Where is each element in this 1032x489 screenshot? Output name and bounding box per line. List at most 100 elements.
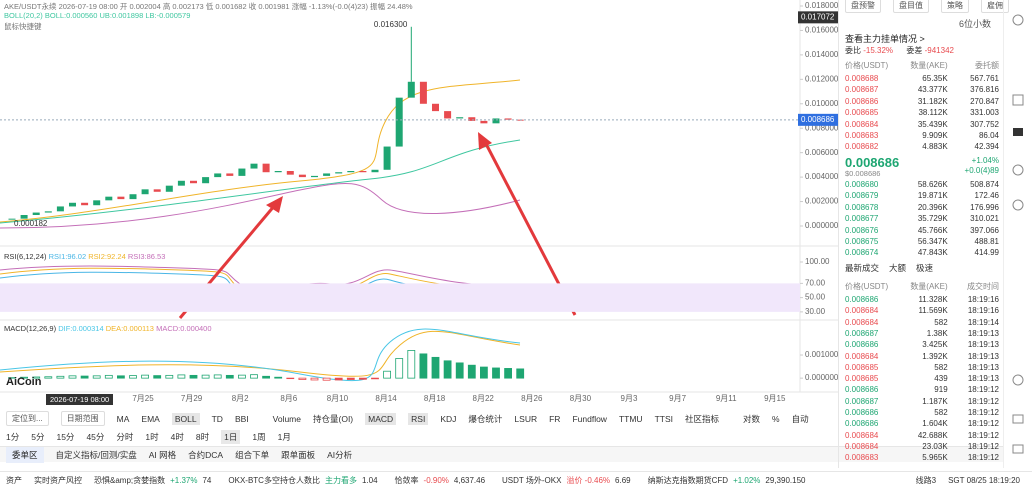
macd-bar (516, 368, 525, 379)
status-text: 4,637.46 (453, 476, 486, 485)
trade-row: 0.008684 23.03K 18:19:12 (845, 442, 999, 451)
sub-indicator[interactable]: 社区指标 (684, 413, 719, 424)
side-button[interactable]: 雇佣 (981, 0, 1009, 13)
cell: 31.182K (917, 96, 948, 106)
candle (238, 168, 246, 176)
ratio: -15.32% (863, 46, 894, 55)
indicator[interactable]: TD (211, 413, 223, 424)
trade-tab[interactable]: 极速 (916, 263, 934, 273)
icon (1012, 414, 1024, 424)
period[interactable]: 4时 (170, 432, 184, 442)
y-tick-label: 0.010000 (805, 99, 838, 108)
cell: 0.008686 (845, 340, 879, 350)
tab[interactable]: 自定义指标/回测/实盘 (55, 449, 137, 460)
status-text: 主力看多 (324, 476, 357, 485)
crosshair-date: 2026-07-19 08:00 (46, 394, 114, 405)
period[interactable]: 1月 (277, 432, 291, 442)
trade-tab[interactable]: 大额 (889, 263, 907, 273)
cell: 172.46 (974, 191, 999, 201)
sub-indicator[interactable]: RSI (408, 412, 429, 425)
assets[interactable]: 资产 (6, 476, 22, 485)
sub-indicator[interactable]: KDJ (440, 413, 457, 424)
clock: SGT 08/25 18:19:20 (948, 476, 1020, 485)
tabs: 委单区 自定义指标/回测/实盘 AI 网格 合约DCA 组合下单 跟单面板 AI分析 (0, 446, 1003, 463)
trade-tab[interactable]: 最新成交 (845, 263, 880, 273)
tab[interactable]: 跟单面板 (281, 449, 316, 460)
macd-bar (189, 374, 198, 379)
sub-indicator[interactable]: TTMU (618, 413, 643, 424)
trade-row: 0.008683 5.965K 18:19:12 (845, 453, 999, 462)
indicator[interactable]: EMA (141, 413, 160, 424)
cell: 0.008687 (845, 85, 879, 95)
indicator[interactable]: MA (116, 413, 130, 424)
status-text: OKX-BTC多空持仓人数比 (228, 476, 320, 485)
rsi-title: RSI(6,12,24) (4, 252, 47, 261)
period[interactable]: 1日 (221, 430, 241, 444)
bid-row: 0.008678 20.396K 176.996 (845, 203, 999, 212)
chart-option[interactable]: 自动 (791, 413, 809, 424)
candle (214, 173, 222, 178)
rsi1: RSI1:96.02 (48, 252, 87, 261)
sub-indicator[interactable]: Fundflow (572, 413, 607, 424)
sub-indicator[interactable]: TTSI (654, 413, 673, 424)
sub-indicator[interactable]: MACD (365, 412, 397, 425)
status-text: +1.37% (170, 476, 198, 485)
cell: 0.008682 (845, 142, 879, 152)
tab[interactable]: 组合下单 (235, 449, 270, 460)
status-text: -0.90% (423, 476, 449, 485)
tab[interactable]: 委单区 (6, 446, 44, 463)
line[interactable]: 线路3 (915, 476, 937, 485)
boll-lower (0, 182, 521, 229)
candle (456, 117, 464, 119)
decimals[interactable]: 6位小数 (959, 19, 992, 29)
cell: 567.761 (970, 74, 999, 83)
side-button[interactable]: 盘目值 (893, 0, 929, 13)
period[interactable]: 1周 (252, 432, 266, 442)
status-item: 恐惧&amp;贪婪指数 +1.37% 74 (94, 475, 216, 486)
cell: 18:19:16 (967, 306, 999, 316)
chart-option[interactable]: 对数 (743, 413, 761, 424)
date-range-button[interactable]: 日期范围 (60, 411, 105, 426)
macd-bar (129, 375, 137, 379)
trade-header: 价格(USDT) 数量(AKE) 成交时间 (845, 281, 999, 292)
candle (8, 218, 16, 220)
side-button[interactable]: 盘预警 (845, 0, 881, 13)
candle (419, 81, 427, 104)
indicator[interactable]: BBI (234, 413, 249, 424)
risk[interactable]: 实时资产风控 (34, 476, 82, 485)
macd-bar (298, 377, 307, 380)
sub-indicator[interactable]: FR (549, 413, 561, 424)
tab[interactable]: AI 网格 (148, 449, 177, 460)
locate-button[interactable]: 定位到... (6, 411, 49, 426)
cell: 270.847 (970, 96, 999, 106)
trade-row: 0.008686 1.604K 18:19:12 (845, 419, 999, 428)
period[interactable]: 分时 (116, 432, 134, 442)
sub-indicator[interactable]: 持仓量(OI) (313, 413, 354, 424)
candle (153, 189, 161, 192)
last-price: 0.008686 (845, 155, 900, 170)
sub-indicator[interactable]: LSUR (514, 413, 538, 424)
candle (93, 200, 101, 206)
depth-link[interactable]: 查看主力挂单情况 > (845, 34, 925, 44)
cell: 数量(AKE) (910, 282, 948, 291)
candle (492, 118, 500, 124)
side-button[interactable]: 策略 (941, 0, 969, 13)
period[interactable]: 45分 (86, 432, 105, 442)
sub-indicator[interactable]: Volume (272, 413, 301, 424)
cell: 5.965K (922, 453, 948, 463)
cell: 0.008684 (845, 119, 879, 129)
candle (371, 169, 379, 173)
period[interactable]: 8时 (195, 432, 210, 442)
sub-indicator[interactable]: 爆仓统计 (468, 413, 503, 424)
chart-option[interactable]: % (772, 413, 780, 424)
tab[interactable]: 合约DCA (188, 449, 224, 460)
indicator[interactable]: BOLL (171, 412, 200, 425)
tab[interactable]: AI分析 (327, 449, 353, 460)
diff: -941342 (924, 46, 954, 55)
macd-bar (310, 377, 319, 381)
period[interactable]: 15分 (56, 432, 75, 442)
period[interactable]: 5分 (31, 432, 45, 442)
period[interactable]: 1分 (6, 432, 20, 442)
period[interactable]: 1时 (145, 432, 159, 442)
